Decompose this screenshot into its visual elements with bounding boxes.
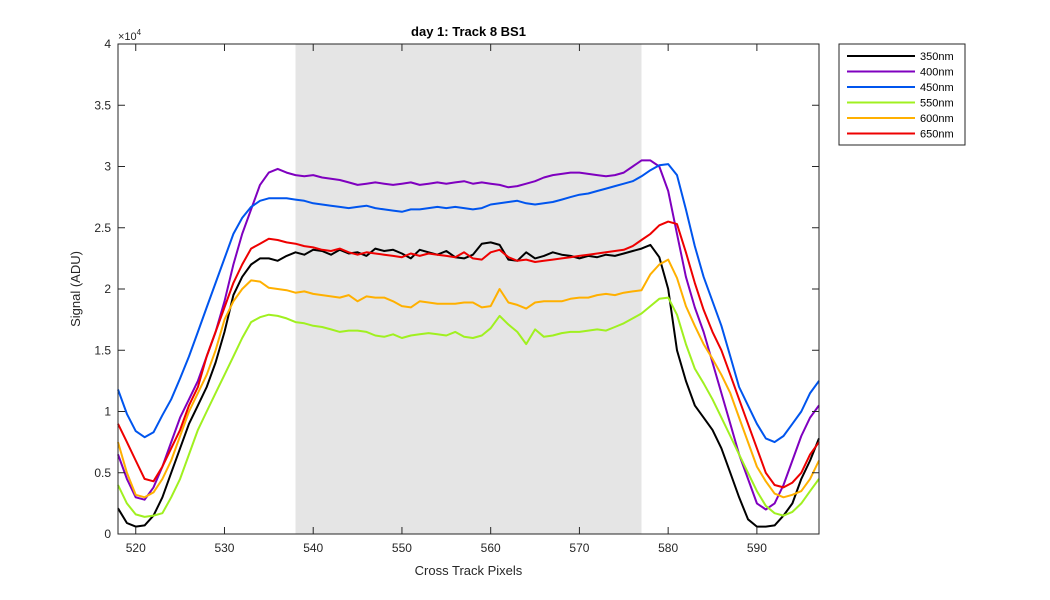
series-line-650nm <box>117 220 820 489</box>
series-line-600nm <box>117 258 820 499</box>
legend-label: 650nm <box>920 129 954 141</box>
legend-label: 550nm <box>920 98 954 110</box>
series-lines <box>117 159 820 528</box>
axes: 520 530 540 550 560 570 580 590 0 0.5 1 1.5 2 2.5 3 3.5… <box>94 37 820 555</box>
legend-label: 350nm <box>920 51 954 63</box>
legend-label: 450nm <box>920 82 954 94</box>
x-tick-label: 550 <box>392 541 412 555</box>
legend-label: 600nm <box>920 113 954 125</box>
legend: 350nm 400nm 450nm 550nm 600nm 650nm <box>838 43 966 146</box>
series-line-450nm <box>117 163 820 444</box>
x-tick-label: 540 <box>303 541 323 555</box>
series-line-400nm <box>117 159 820 511</box>
y-axis-multiplier: ×104 <box>118 28 142 43</box>
shaded-region <box>295 44 642 534</box>
shaded-band <box>295 44 642 534</box>
x-tick-label: 520 <box>126 541 146 555</box>
x-tick-label: 560 <box>481 541 501 555</box>
y-tick-label: 0.5 <box>94 466 111 480</box>
x-axis-title: Cross Track Pixels <box>415 563 523 578</box>
y-tick-label: 0 <box>104 527 111 541</box>
y-tick-label: 2.5 <box>94 221 111 235</box>
y-tick-label: 1 <box>104 405 111 419</box>
y-tick-label: 3 <box>104 160 111 174</box>
legend-box <box>838 43 966 146</box>
x-tick-label: 580 <box>658 541 678 555</box>
y-tick-label: 2 <box>104 282 111 296</box>
legend-label: 400nm <box>920 67 954 79</box>
y-tick-label: 4 <box>104 37 111 51</box>
series-line-550nm <box>117 296 820 518</box>
y-tick-label: 1.5 <box>94 343 111 357</box>
x-tick-label: 590 <box>747 541 767 555</box>
x-tick-label: 530 <box>214 541 234 555</box>
y-tick-label: 3.5 <box>94 98 111 112</box>
x-tick-label: 570 <box>569 541 589 555</box>
chart-title: day 1: Track 8 BS1 <box>411 24 526 39</box>
y-axis-title: Signal (ADU) <box>68 251 83 327</box>
